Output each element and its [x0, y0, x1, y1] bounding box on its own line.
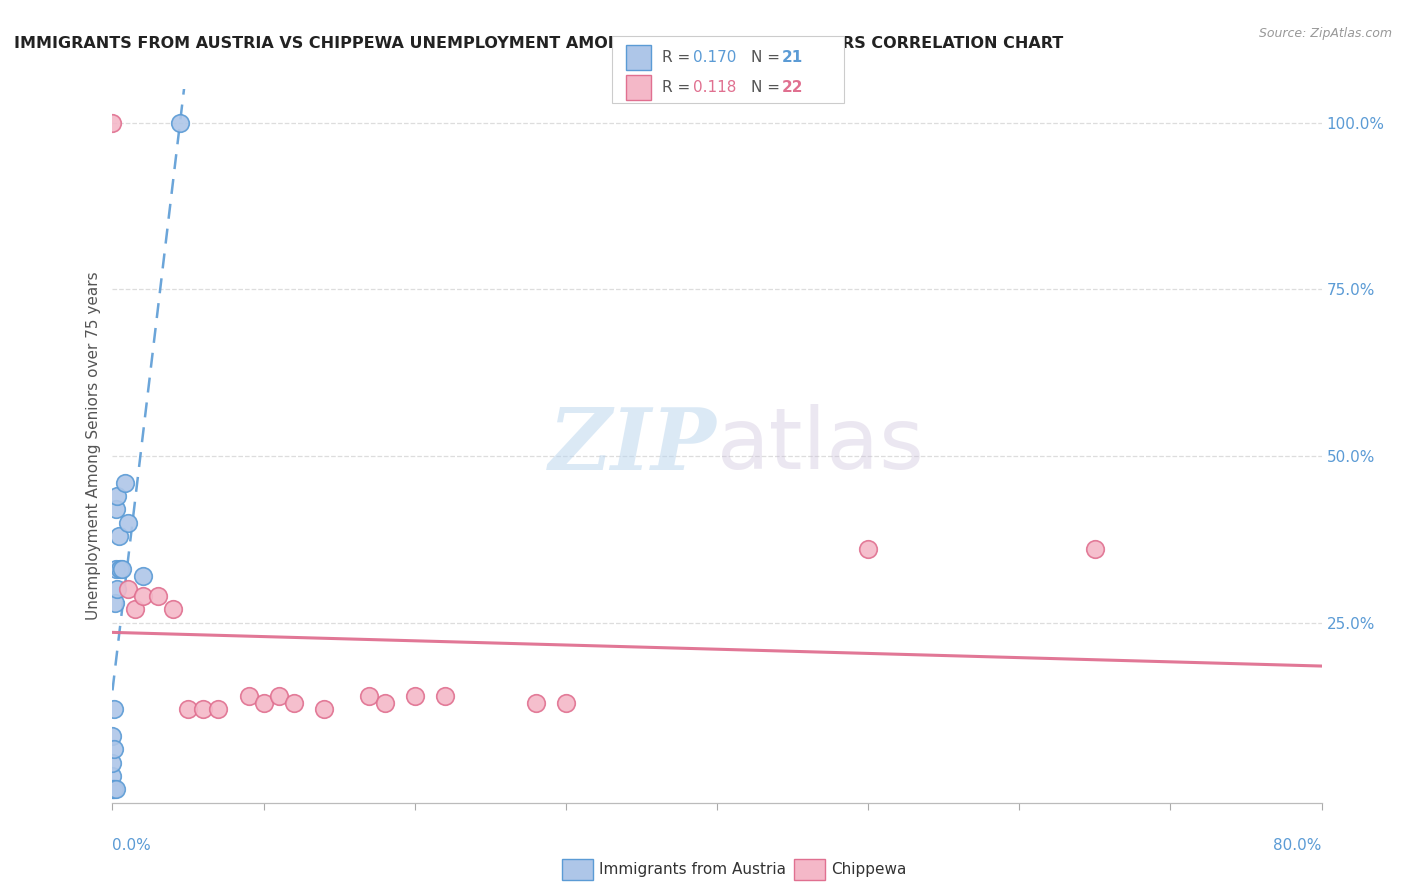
Point: [554, 696, 576, 710]
Text: N =: N =: [751, 80, 785, 95]
Point: [117, 516, 139, 530]
Point: [114, 475, 136, 490]
Point: [104, 596, 127, 610]
Point: [169, 115, 191, 129]
Text: Immigrants from Austria: Immigrants from Austria: [599, 863, 786, 877]
Point: [207, 702, 229, 716]
Point: [404, 689, 426, 703]
Point: [104, 502, 127, 516]
Point: [101, 115, 124, 129]
Point: [359, 689, 381, 703]
Text: Source: ZipAtlas.com: Source: ZipAtlas.com: [1258, 27, 1392, 40]
Point: [103, 782, 125, 797]
Point: [524, 696, 547, 710]
Text: N =: N =: [751, 50, 785, 64]
Point: [101, 729, 124, 743]
Point: [103, 742, 125, 756]
Point: [103, 782, 125, 797]
Point: [162, 602, 184, 616]
Text: IMMIGRANTS FROM AUSTRIA VS CHIPPEWA UNEMPLOYMENT AMONG SENIORS OVER 75 YEARS COR: IMMIGRANTS FROM AUSTRIA VS CHIPPEWA UNEM…: [14, 36, 1063, 51]
Point: [856, 542, 880, 557]
Point: [267, 689, 290, 703]
Point: [108, 562, 131, 576]
Point: [146, 589, 169, 603]
Point: [433, 689, 456, 703]
Point: [374, 696, 396, 710]
Point: [107, 529, 129, 543]
Text: 22: 22: [782, 80, 803, 95]
Text: atlas: atlas: [717, 404, 925, 488]
Text: 0.0%: 0.0%: [112, 838, 152, 854]
Point: [124, 602, 146, 616]
Point: [177, 702, 200, 716]
Point: [101, 782, 124, 797]
Point: [105, 582, 128, 597]
Text: R =: R =: [662, 80, 696, 95]
Point: [132, 569, 155, 583]
Point: [103, 702, 125, 716]
Point: [314, 702, 336, 716]
Y-axis label: Unemployment Among Seniors over 75 years: Unemployment Among Seniors over 75 years: [86, 272, 101, 620]
Point: [238, 689, 260, 703]
Point: [117, 582, 139, 597]
Point: [253, 696, 276, 710]
Text: 21: 21: [782, 50, 803, 64]
Text: Chippewa: Chippewa: [831, 863, 907, 877]
Point: [132, 589, 155, 603]
Point: [104, 782, 127, 797]
Text: 0.118: 0.118: [693, 80, 737, 95]
Point: [101, 756, 124, 770]
Text: 80.0%: 80.0%: [1274, 838, 1322, 854]
Text: ZIP: ZIP: [550, 404, 717, 488]
Point: [283, 696, 305, 710]
Point: [104, 562, 127, 576]
Point: [1084, 542, 1107, 557]
Point: [105, 489, 128, 503]
Point: [101, 769, 124, 783]
Point: [110, 562, 132, 576]
Text: R =: R =: [662, 50, 696, 64]
Text: 0.170: 0.170: [693, 50, 737, 64]
Point: [191, 702, 214, 716]
